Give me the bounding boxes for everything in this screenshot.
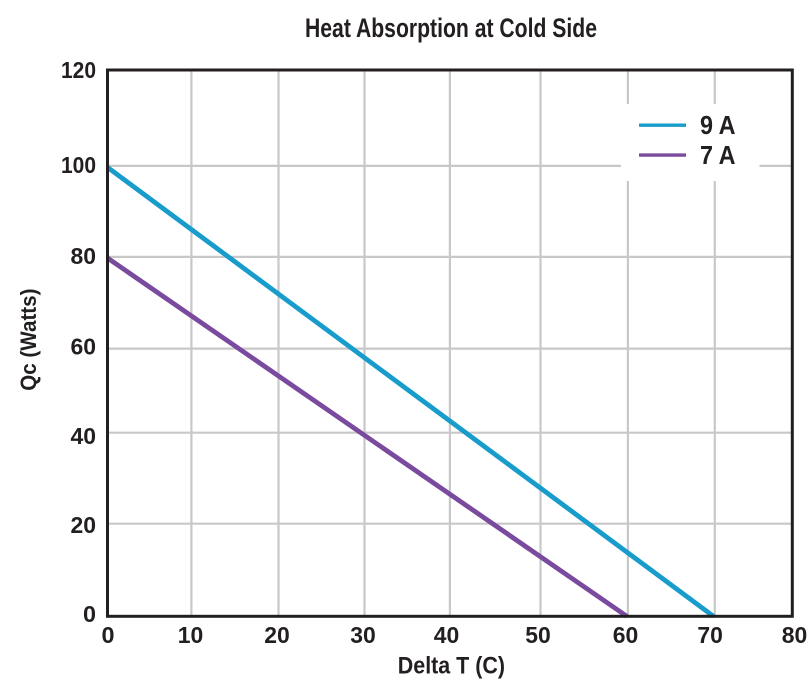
svg-text:10: 10 bbox=[178, 622, 204, 648]
svg-text:20: 20 bbox=[264, 622, 290, 648]
svg-text:Delta T (C): Delta T (C) bbox=[398, 652, 505, 679]
svg-text:7 A: 7 A bbox=[700, 140, 736, 170]
svg-text:0: 0 bbox=[83, 601, 96, 627]
svg-text:80: 80 bbox=[782, 622, 808, 648]
svg-text:100: 100 bbox=[61, 152, 96, 178]
svg-text:Qc (Watts): Qc (Watts) bbox=[16, 289, 41, 391]
svg-text:70: 70 bbox=[697, 622, 723, 648]
svg-text:Heat Absorption at Cold Side: Heat Absorption at Cold Side bbox=[305, 12, 597, 43]
svg-text:30: 30 bbox=[350, 622, 376, 648]
svg-text:40: 40 bbox=[71, 423, 97, 449]
svg-text:60: 60 bbox=[71, 334, 97, 360]
svg-text:0: 0 bbox=[102, 622, 115, 648]
svg-text:80: 80 bbox=[71, 243, 97, 269]
svg-text:120: 120 bbox=[61, 57, 96, 83]
svg-text:40: 40 bbox=[434, 622, 460, 648]
svg-text:50: 50 bbox=[525, 622, 551, 648]
svg-text:60: 60 bbox=[613, 622, 639, 648]
svg-text:9 A: 9 A bbox=[700, 110, 736, 140]
svg-text:20: 20 bbox=[71, 512, 97, 538]
